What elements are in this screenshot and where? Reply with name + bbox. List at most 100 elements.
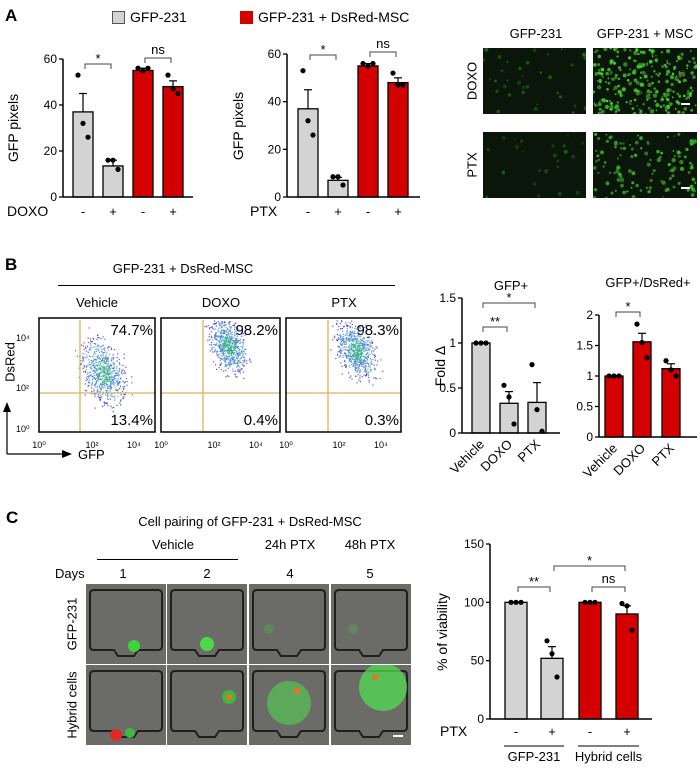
flow-event-dot <box>113 362 115 364</box>
flow-event-dot <box>367 364 370 366</box>
flow-event-dot <box>212 327 214 329</box>
flow-event-dot <box>98 345 100 347</box>
flow-event-dot <box>243 339 245 341</box>
fluorescent-cell <box>663 64 667 67</box>
flow-event-dot <box>113 406 115 409</box>
flow-event-dot <box>92 360 94 362</box>
flow-event-dot <box>355 343 357 345</box>
fluorescent-cell <box>630 186 633 189</box>
flow-event-dot <box>98 391 100 393</box>
flow-event-dot <box>362 359 365 361</box>
flow-event-dot <box>345 352 347 355</box>
flow-event-dot <box>110 363 112 365</box>
data-point <box>330 174 336 180</box>
flow-event-dot <box>104 370 106 372</box>
flow-event-dot <box>249 358 251 360</box>
flow-event-dot <box>344 354 346 356</box>
flow-event-dot <box>356 370 358 372</box>
flow-event-dot <box>120 404 122 406</box>
flow-event-dot <box>94 369 96 371</box>
flow-event-dot <box>367 336 370 338</box>
flow-event-dot <box>204 325 206 328</box>
flow-event-dot <box>344 349 347 351</box>
flow-event-dot <box>368 371 370 374</box>
flow-event-dot <box>362 361 364 364</box>
flow-event-dot <box>213 322 216 325</box>
flow-event-dot <box>356 335 359 337</box>
flow-event-dot <box>234 333 236 336</box>
flow-event-dot <box>362 365 365 367</box>
flow-event-dot <box>98 351 101 353</box>
flow-event-dot <box>233 328 235 330</box>
flow-event-dot <box>370 362 372 364</box>
x-tick-label: - <box>306 204 310 219</box>
flow-event-dot <box>93 388 95 391</box>
y-tick-label: 1 <box>449 336 456 350</box>
flow-event-dot <box>94 395 96 397</box>
flow-event-dot <box>109 380 111 382</box>
flow-event-dot <box>341 365 343 367</box>
micro-col-label-gfp231: GFP-231 <box>509 26 563 41</box>
flow-event-dot <box>363 343 366 345</box>
x-tick-label: DOXO <box>477 437 515 475</box>
flow-event-dot <box>365 343 367 345</box>
fluorescent-cell <box>630 148 634 151</box>
fluorescent-cell <box>660 51 664 54</box>
flow-event-dot <box>369 364 371 367</box>
flow-event-dot <box>80 363 82 365</box>
fluorescent-cell <box>609 59 614 64</box>
flow-event-dot <box>98 386 101 388</box>
flow-event-dot <box>238 355 240 357</box>
fluorescent-cell <box>635 183 639 188</box>
fluorescent-cell <box>629 102 632 105</box>
flow-event-dot <box>103 380 106 383</box>
flow-event-dot <box>91 381 94 383</box>
flow-event-dot <box>365 350 367 352</box>
fluorescent-cell <box>506 60 509 64</box>
flow-event-dot <box>90 348 92 350</box>
flow-event-dot <box>231 350 233 352</box>
flow-event-dot <box>117 389 119 391</box>
flow-event-dot <box>242 344 244 346</box>
flow-event-dot <box>103 404 106 406</box>
flow-event-dot <box>114 382 116 384</box>
flow-event-dot <box>243 356 245 358</box>
flow-event-dot <box>112 362 114 364</box>
flow-event-dot <box>113 348 116 351</box>
flow-event-dot <box>233 344 235 346</box>
fluorescent-cell <box>633 88 638 93</box>
flow-event-dot <box>98 397 100 399</box>
flow-event-dot <box>358 369 360 371</box>
flow-event-dot <box>231 354 233 356</box>
flow-event-dot <box>99 378 102 380</box>
flow-event-dot <box>103 348 105 350</box>
flow-event-dot <box>88 377 90 379</box>
flow-event-dot <box>110 364 112 367</box>
significance-bracket <box>309 54 337 60</box>
flow-event-dot <box>238 348 240 350</box>
flow-event-dot <box>235 330 237 332</box>
flow-event-dot <box>365 375 367 377</box>
flow-event-dot <box>222 351 224 353</box>
fluorescent-cell <box>629 68 632 71</box>
flow-event-dot <box>355 350 357 352</box>
flow-event-dot <box>88 376 90 378</box>
flow-event-dot <box>330 349 332 351</box>
fluorescent-cell <box>666 98 670 102</box>
flow-event-dot <box>221 336 223 338</box>
flow-event-dot <box>101 385 103 387</box>
flow-event-dot <box>114 376 116 378</box>
data-point <box>165 72 171 78</box>
flow-event-dot <box>102 391 105 393</box>
data-point <box>310 132 316 138</box>
flow-event-dot <box>221 357 223 359</box>
flow-event-dot <box>76 355 79 357</box>
flow-event-dot <box>358 349 360 351</box>
flow-event-dot <box>224 357 226 359</box>
flow-event-dot <box>346 339 348 341</box>
data-point <box>513 599 519 605</box>
flow-event-dot <box>237 368 239 370</box>
flow-event-dot <box>357 373 359 376</box>
flow-event-dot <box>220 347 222 349</box>
flow-event-dot <box>352 354 354 356</box>
